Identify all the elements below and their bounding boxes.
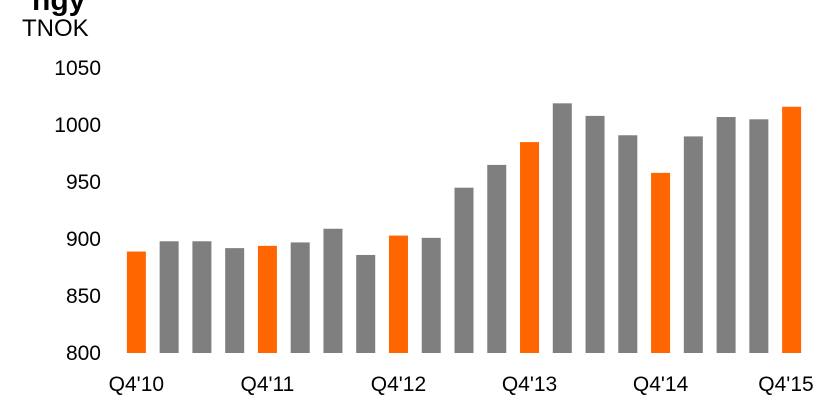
bar-Q412 [388, 235, 408, 353]
bars [126, 103, 802, 354]
bar-Q315 [749, 119, 769, 353]
bar-Q413 [520, 142, 540, 353]
bar-Q312 [356, 254, 376, 353]
bar-Q114 [552, 103, 572, 353]
bar-Q215 [716, 117, 736, 354]
bar-Q111 [159, 241, 179, 353]
y-tick-label: 950 [66, 171, 101, 194]
x-tick-label: Q4'10 [109, 373, 164, 396]
chart-title-clipped: ngy [32, 0, 85, 18]
bar-Q115 [683, 136, 703, 353]
x-tick-label: Q4'14 [633, 373, 689, 396]
y-axis-ticks: 800 850 900 950 1000 1050 [54, 57, 101, 365]
bar-Q113 [421, 237, 441, 353]
x-tick-label: Q4'11 [241, 373, 295, 396]
bar-Q212 [323, 228, 343, 353]
y-tick-label: 1000 [54, 114, 101, 137]
bar-Q311 [225, 248, 245, 353]
title-fragment: ngy [32, 0, 86, 17]
y-tick-label: 800 [66, 342, 101, 365]
bar-Q112 [290, 242, 310, 353]
bar-Q214 [585, 115, 605, 353]
bar-Q314 [618, 135, 638, 353]
x-axis-ticks: Q4'10 Q4'11 Q4'12 Q4'13 Q4'14 Q4'15 [109, 373, 814, 396]
bar-Q411 [257, 245, 277, 353]
y-tick-label: 900 [66, 228, 101, 251]
unit-label: TNOK [22, 15, 89, 42]
x-tick-label: Q4'15 [758, 373, 813, 396]
x-tick-label: Q4'12 [371, 373, 426, 396]
bar-Q410 [126, 251, 146, 353]
bar-Q213 [454, 187, 474, 353]
bar-Q211 [192, 241, 212, 353]
y-tick-label: 1050 [54, 57, 101, 80]
bar-Q313 [487, 164, 507, 353]
x-tick-label: Q4'13 [502, 373, 557, 396]
y-tick-label: 850 [66, 285, 101, 308]
bar-Q414 [651, 172, 671, 353]
bar-Q415 [782, 106, 802, 353]
